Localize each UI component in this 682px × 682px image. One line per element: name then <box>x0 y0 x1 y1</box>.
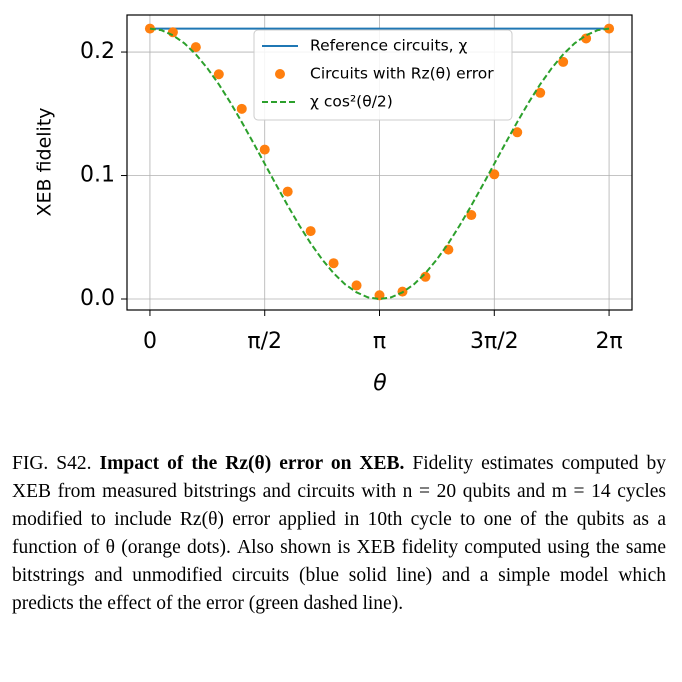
data-point <box>259 144 270 155</box>
data-point <box>305 226 316 237</box>
data-point <box>558 56 569 67</box>
data-point <box>466 210 477 221</box>
data-point <box>213 69 224 80</box>
legend-box <box>253 29 513 121</box>
data-point <box>328 258 339 269</box>
caption-title: Impact of the Rz(θ) error on XEB. <box>99 453 405 474</box>
legend-label: Circuits with Rz(θ) error <box>310 65 494 83</box>
data-point <box>489 169 500 180</box>
data-point <box>535 87 546 98</box>
x-axis-label: θ <box>373 371 387 396</box>
caption-label: FIG. S42. <box>12 453 92 474</box>
data-point <box>351 280 362 291</box>
legend-label: Reference circuits, χ <box>310 37 467 55</box>
y-tick-label: 0.0 <box>80 286 115 311</box>
data-point <box>512 127 523 138</box>
x-tick-label: 2π <box>595 329 622 354</box>
data-point <box>581 33 592 44</box>
caption-text: Fidelity estimates computed by XEB from … <box>12 453 667 614</box>
y-tick-label: 0.2 <box>80 39 115 64</box>
legend-marker <box>275 69 285 79</box>
legend-label: χ cos²(θ/2) <box>310 93 393 111</box>
data-point <box>282 186 293 197</box>
data-point <box>167 27 178 38</box>
caption: FIG. S42. Impact of the Rz(θ) error on X… <box>12 450 666 618</box>
data-point <box>236 103 247 114</box>
y-tick-label: 0.1 <box>80 163 115 188</box>
chart: XEB fidelity θ 0 π/2 π 3π/2 2π 0.0 0.1 0.2 Refer… <box>34 14 633 396</box>
x-tick-label: π/2 <box>247 329 282 354</box>
data-point <box>190 42 201 53</box>
x-tick-label: π <box>373 329 386 354</box>
x-tick-label: 0 <box>143 329 157 354</box>
x-tick-label: 3π/2 <box>470 329 519 354</box>
y-axis-label: XEB fidelity <box>34 107 56 216</box>
plot-frame <box>126 14 633 311</box>
